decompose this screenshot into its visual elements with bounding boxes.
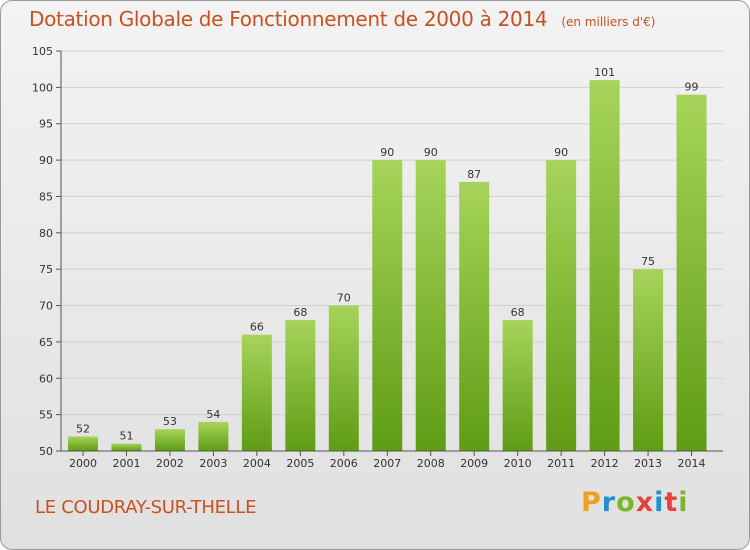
bar-2000 xyxy=(68,436,98,451)
bar-2007 xyxy=(372,160,403,451)
logo-letter: i xyxy=(654,487,665,518)
value-label-2010: 68 xyxy=(511,306,525,319)
axis-layer: 50 55 60 65 70 75 80 85 90 95 100 105 2000 2001 2002 20… xyxy=(32,45,723,470)
logo-letter: t xyxy=(664,487,679,518)
x-tick-label-2002: 2002 xyxy=(156,457,184,470)
logo-letter: P xyxy=(581,487,602,518)
bar-2010 xyxy=(502,320,533,451)
x-tick-label-2010: 2010 xyxy=(504,457,532,470)
x-tick-label-2006: 2006 xyxy=(330,457,358,470)
value-label-2007: 90 xyxy=(380,146,394,159)
value-label-2012: 101 xyxy=(594,66,615,79)
bar-2001 xyxy=(111,443,142,451)
value-label-2006: 70 xyxy=(337,292,351,305)
value-label-2000: 52 xyxy=(76,422,90,435)
chart-title: Dotation Globale de Fonctionnement de 20… xyxy=(29,7,655,31)
logo-letter: i xyxy=(678,487,689,518)
y-tick-label: 65 xyxy=(39,336,53,349)
x-tick-label-2013: 2013 xyxy=(634,457,662,470)
x-tick-label-2005: 2005 xyxy=(286,457,314,470)
bar-2012 xyxy=(589,80,620,451)
value-label-2011: 90 xyxy=(554,146,568,159)
value-label-2014: 99 xyxy=(685,81,699,94)
y-tick-label: 100 xyxy=(32,81,53,94)
y-tick-label: 55 xyxy=(39,409,53,422)
x-tick-label-2008: 2008 xyxy=(417,457,445,470)
value-label-2003: 54 xyxy=(206,408,220,421)
bar-layer: 52 51 53 54 66 68 70 90 90 87 68 90 101 75 99 xyxy=(68,66,707,452)
y-tick-label: 70 xyxy=(39,300,53,313)
logo-letter: r xyxy=(601,487,617,518)
x-tick-label-2012: 2012 xyxy=(591,457,619,470)
y-tick-label: 80 xyxy=(39,227,53,240)
x-tick-label-2014: 2014 xyxy=(678,457,706,470)
y-tick-label: 60 xyxy=(39,372,53,385)
bar-2011 xyxy=(546,160,577,451)
y-tick-label: 75 xyxy=(39,263,53,276)
value-label-2009: 87 xyxy=(467,168,481,181)
x-tick-label-2000: 2000 xyxy=(69,457,97,470)
y-tick-label: 95 xyxy=(39,118,53,131)
bar-2009 xyxy=(459,181,490,451)
y-tick-label: 50 xyxy=(39,445,53,458)
bar-2002 xyxy=(154,429,185,451)
bar-2008 xyxy=(415,160,446,451)
y-tick-label: 105 xyxy=(32,45,53,58)
bar-2013 xyxy=(633,269,664,451)
proxiti-logo: Proxiti xyxy=(581,487,689,518)
bar-2005 xyxy=(285,320,316,451)
x-tick-label-2011: 2011 xyxy=(547,457,575,470)
y-tick-label: 85 xyxy=(39,190,53,203)
value-label-2013: 75 xyxy=(641,255,655,268)
value-label-2008: 90 xyxy=(424,146,438,159)
value-label-2001: 51 xyxy=(119,430,133,443)
logo-letter: x xyxy=(635,487,655,518)
x-tick-label-2004: 2004 xyxy=(243,457,271,470)
value-label-2005: 68 xyxy=(293,306,307,319)
chart-unit: (en milliers d'€) xyxy=(561,15,656,29)
x-tick-label-2009: 2009 xyxy=(460,457,488,470)
chart-title-text: Dotation Globale de Fonctionnement de 20… xyxy=(29,7,548,31)
bar-2003 xyxy=(198,421,229,451)
y-tick-label: 90 xyxy=(39,154,53,167)
x-tick-label-2003: 2003 xyxy=(199,457,227,470)
commune-name: LE COUDRAY-SUR-THELLE xyxy=(35,497,257,518)
logo-letter: o xyxy=(616,487,636,518)
value-label-2002: 53 xyxy=(163,415,177,428)
x-tick-label-2007: 2007 xyxy=(373,457,401,470)
value-label-2004: 66 xyxy=(250,321,264,334)
bar-2014 xyxy=(676,94,707,452)
x-tick-label-2001: 2001 xyxy=(112,457,140,470)
bar-2006 xyxy=(328,305,359,451)
bar-2004 xyxy=(241,334,272,451)
